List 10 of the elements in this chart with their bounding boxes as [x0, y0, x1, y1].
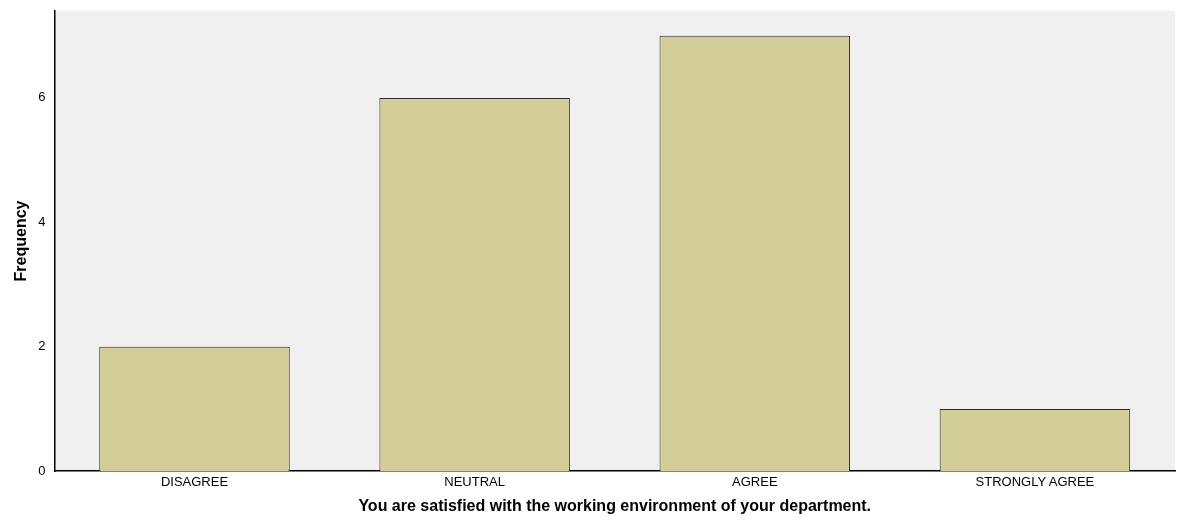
- y-tick-label: 2: [38, 338, 46, 354]
- x-tick-label: DISAGREE: [160, 473, 229, 489]
- y-tick-label: 0: [38, 462, 46, 478]
- y-tick-label: 6: [38, 89, 46, 105]
- x-tick-label: AGREE: [732, 473, 778, 489]
- y-axis-title: Frequency: [12, 200, 30, 282]
- x-tick-label: STRONGLY AGREE: [975, 473, 1095, 489]
- x-axis-title: You are satisfied with the working environment of your department.: [358, 496, 872, 514]
- x-tick-label: NEUTRAL: [444, 473, 505, 489]
- y-tick-label: 4: [38, 213, 46, 229]
